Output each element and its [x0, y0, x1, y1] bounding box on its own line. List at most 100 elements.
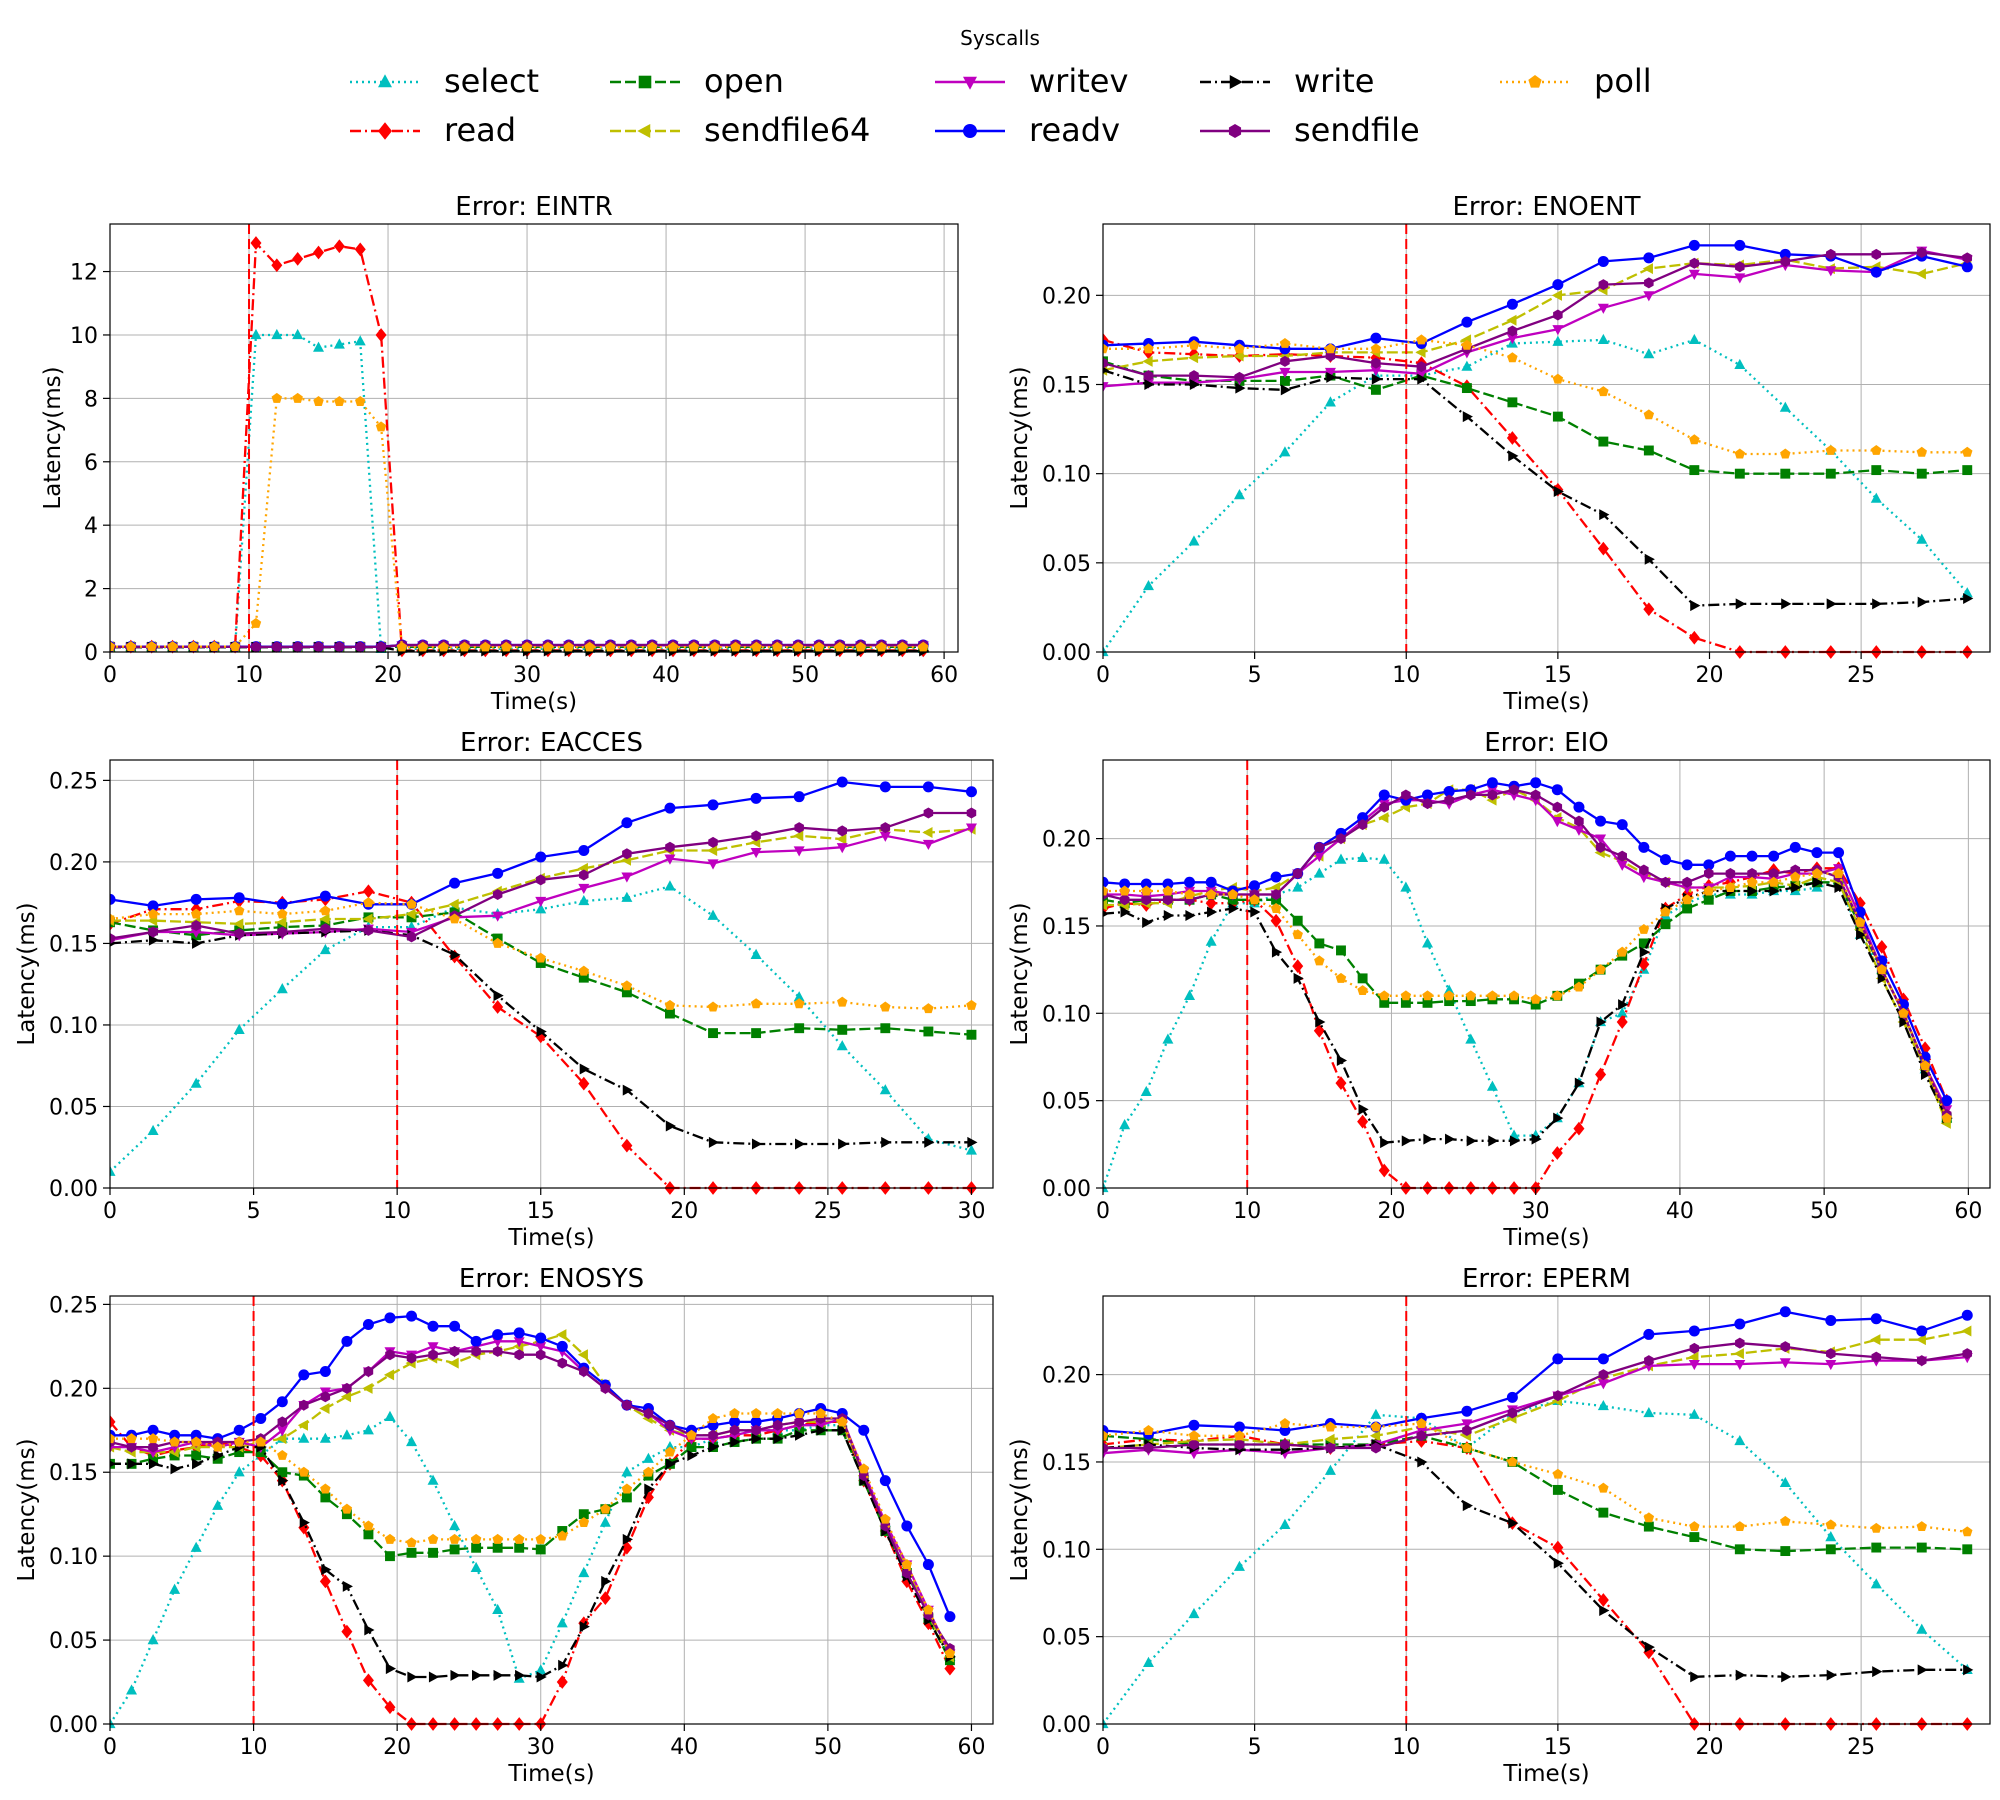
data-point-writev — [1734, 1360, 1746, 1371]
y-tick-label: 0.20 — [1042, 1364, 1091, 1389]
series-line-open — [1103, 1434, 1968, 1553]
x-tick-label: 0 — [103, 1199, 117, 1224]
data-point-readv — [750, 792, 762, 804]
data-point-readv — [255, 1413, 267, 1425]
legend-label-poll: poll — [1594, 62, 1652, 100]
data-point-sendfile64 — [1142, 355, 1153, 367]
data-point-sendfile — [1379, 801, 1390, 813]
data-point-read — [1551, 1146, 1563, 1160]
data-point-write — [1917, 1664, 1928, 1676]
data-point-poll — [1487, 990, 1498, 1001]
data-point-readv — [427, 1320, 439, 1332]
data-point-open — [428, 1547, 438, 1558]
series-line-read — [110, 241, 924, 652]
data-point-write — [1917, 596, 1928, 608]
data-point-read — [944, 1661, 956, 1676]
data-point-sendfile64 — [1369, 1430, 1381, 1442]
data-point-write — [751, 1138, 763, 1150]
data-point-sendfile — [1689, 257, 1700, 269]
data-point-poll — [1314, 955, 1325, 966]
series-sendfile — [110, 807, 977, 945]
data-point-write — [342, 1580, 353, 1592]
data-point-open — [1314, 938, 1325, 949]
data-point-writev — [1415, 369, 1427, 380]
data-point-select — [1616, 1007, 1628, 1018]
chart-title: Error: ENOSYS — [459, 1264, 644, 1294]
data-point-select — [190, 1541, 202, 1552]
data-point-poll — [1876, 964, 1888, 975]
data-point-writev — [1506, 334, 1518, 345]
x-tick-label: 50 — [814, 1735, 842, 1760]
x-tick-label: 40 — [670, 1735, 698, 1760]
data-point-readv — [449, 877, 461, 889]
y-tick-label: 0.25 — [49, 769, 98, 794]
data-point-poll — [147, 908, 159, 919]
data-point-sendfile — [376, 641, 386, 653]
data-point-sendfile — [535, 874, 546, 886]
data-point-poll — [626, 641, 637, 652]
data-point-poll — [406, 898, 417, 909]
data-point-select — [147, 1634, 159, 1645]
data-point-writev — [276, 1426, 288, 1437]
data-point-select — [384, 1410, 396, 1421]
data-point-sendfile64 — [1415, 346, 1426, 358]
data-point-poll — [320, 905, 331, 916]
data-point-write — [1445, 1133, 1456, 1145]
data-point-readv — [470, 1335, 482, 1347]
y-tick-label: 0.15 — [1042, 374, 1091, 399]
y-axis-label: Latency(ms) — [14, 902, 40, 1045]
data-point-poll — [1184, 889, 1195, 899]
data-point-sendfile — [363, 1366, 374, 1378]
data-point-write — [1120, 906, 1131, 918]
data-point-poll — [1270, 902, 1282, 913]
data-point-write — [536, 1671, 547, 1683]
data-point-readv — [190, 893, 202, 905]
data-point-readv — [1833, 847, 1845, 859]
series-sendfile — [1103, 1337, 1973, 1454]
data-point-open — [578, 972, 589, 983]
data-point-write — [1963, 593, 1974, 604]
data-point-poll — [1416, 334, 1427, 345]
data-point-open — [471, 1542, 482, 1553]
data-point-sendfile — [1416, 361, 1427, 373]
data-point-select — [354, 335, 366, 346]
data-point-read — [1643, 602, 1655, 617]
data-point-select — [169, 1583, 181, 1594]
y-tick-label: 0.25 — [49, 1293, 98, 1318]
series-line-select — [110, 333, 924, 650]
data-point-select — [621, 891, 633, 902]
data-point-sendfile64 — [448, 1357, 459, 1369]
data-point-open — [1825, 468, 1836, 479]
data-point-sendfile — [1143, 370, 1154, 382]
data-point-writev — [621, 872, 633, 883]
data-point-write — [1963, 1664, 1974, 1676]
data-point-sendfile — [514, 1349, 524, 1361]
data-point-write — [1781, 598, 1792, 610]
data-point-write — [1690, 600, 1701, 612]
data-point-sendfile — [251, 641, 261, 653]
y-tick-label: 4 — [84, 514, 98, 539]
data-point-open — [320, 1492, 331, 1503]
data-point-readv — [341, 1335, 353, 1347]
data-point-readv — [879, 781, 891, 793]
data-point-writev — [1734, 273, 1746, 284]
data-point-poll — [167, 641, 178, 652]
data-point-sendfile64 — [1915, 1334, 1926, 1346]
data-point-write — [795, 1429, 806, 1441]
data-point-sendfile — [1682, 876, 1692, 888]
data-point-poll — [384, 1533, 396, 1544]
data-point-write — [1618, 999, 1629, 1011]
y-tick-label: 0.20 — [1042, 828, 1091, 853]
y-tick-label: 0.15 — [49, 1461, 98, 1486]
y-tick-label: 0.10 — [1042, 1538, 1091, 1563]
data-point-open — [1357, 973, 1368, 984]
data-point-poll — [707, 1413, 719, 1423]
data-point-sendfile — [1444, 794, 1454, 806]
series-line-sendfile — [1103, 251, 1968, 379]
data-point-readv — [1461, 316, 1473, 328]
series-line-write — [1103, 369, 1968, 607]
data-point-poll — [1616, 946, 1628, 957]
data-point-sendfile64 — [1506, 314, 1517, 326]
data-point-select — [1486, 1080, 1498, 1091]
data-point-poll — [1279, 337, 1291, 348]
